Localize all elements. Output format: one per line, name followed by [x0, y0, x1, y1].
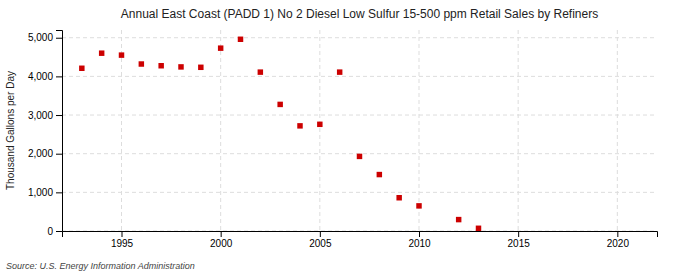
- y-tick-mark: [56, 154, 62, 155]
- y-grid-line: [62, 76, 657, 77]
- x-grid-line: [617, 30, 618, 231]
- point: [218, 45, 223, 50]
- x-tick: 2015: [508, 231, 531, 249]
- x-tick-label: 2005: [309, 238, 332, 249]
- x-tick: 1995: [111, 231, 134, 249]
- x-axis-line: [63, 232, 658, 238]
- x-grid-line: [319, 30, 320, 231]
- y-axis-line: [56, 31, 63, 232]
- y-tick-label: 3,000: [28, 110, 53, 121]
- x-tick-label: 1995: [111, 238, 134, 249]
- points: [79, 37, 481, 231]
- point: [99, 50, 104, 55]
- y-tick-mark: [56, 76, 62, 77]
- y-tick: 1,000: [28, 187, 62, 198]
- x-grid-line: [121, 30, 122, 231]
- plot-area: 1995 2000 2005 2010 2015 2020 0 1,000 2,000 3,000…: [28, 30, 658, 249]
- grid: [62, 30, 657, 231]
- point: [158, 63, 163, 68]
- point: [297, 123, 302, 128]
- y-tick-label: 5,000: [28, 32, 53, 43]
- y-tick: 3,000: [28, 110, 62, 121]
- y-tick-mark: [56, 115, 62, 116]
- x-grid-line: [220, 30, 221, 231]
- y-tick-label: 0: [47, 226, 53, 237]
- x-tick-mark: [320, 231, 321, 237]
- point: [456, 217, 461, 222]
- y-axis: 0 1,000 2,000 3,000 4,000 5,000: [28, 31, 63, 237]
- y-axis-title: Thousand Gallons per Day: [5, 71, 16, 190]
- source: Source: U.S. Energy Information Administ…: [6, 261, 195, 271]
- point: [258, 69, 263, 74]
- point: [277, 102, 282, 107]
- x-axis: 1995 2000 2005 2010 2015 2020: [63, 231, 658, 249]
- x-tick: 2005: [309, 231, 332, 249]
- point: [178, 64, 183, 69]
- point: [119, 52, 124, 57]
- y-tick: 2,000: [28, 148, 62, 159]
- y-grid-line: [62, 115, 657, 116]
- x-tick-label: 2015: [508, 238, 531, 249]
- point: [416, 203, 421, 208]
- x-tick-mark: [419, 231, 420, 237]
- point: [139, 61, 144, 66]
- point: [396, 195, 401, 200]
- chart: 1995 2000 2005 2010 2015 2020 0 1,000 2,000 3,000…: [0, 0, 675, 275]
- point: [198, 65, 203, 70]
- y-tick: 0: [47, 226, 62, 237]
- y-tick-mark: [56, 231, 62, 232]
- x-tick: 2000: [210, 231, 233, 249]
- point: [238, 37, 243, 42]
- y-tick: 4,000: [28, 71, 62, 82]
- y-tick-label: 1,000: [28, 187, 53, 198]
- point: [79, 66, 84, 71]
- point: [476, 226, 481, 231]
- x-grid-line: [419, 30, 420, 231]
- x-grid-line: [518, 30, 519, 231]
- point: [337, 69, 342, 74]
- y-tick-label: 4,000: [28, 71, 53, 82]
- y-tick-label: 2,000: [28, 148, 53, 159]
- point: [377, 172, 382, 177]
- chart-container: 1995 2000 2005 2010 2015 2020 0 1,000 2,000 3,000…: [0, 0, 675, 275]
- x-tick-label: 2020: [607, 238, 630, 249]
- x-tick-label: 2010: [408, 238, 431, 249]
- x-tick: 2020: [607, 231, 630, 249]
- y-grid-line: [62, 37, 657, 38]
- x-tick-mark: [617, 231, 618, 237]
- y-grid-line: [62, 192, 657, 193]
- x-tick-mark: [221, 231, 222, 237]
- y-tick-mark: [56, 192, 62, 193]
- title: Annual East Coast (PADD 1) No 2 Diesel L…: [121, 7, 598, 21]
- x-tick-label: 2000: [210, 238, 233, 249]
- point: [357, 154, 362, 159]
- x-tick-mark: [518, 231, 519, 237]
- y-tick-mark: [56, 38, 62, 39]
- x-tick: 2010: [408, 231, 431, 249]
- point: [317, 122, 322, 127]
- x-tick-mark: [122, 231, 123, 237]
- y-tick: 5,000: [28, 32, 62, 43]
